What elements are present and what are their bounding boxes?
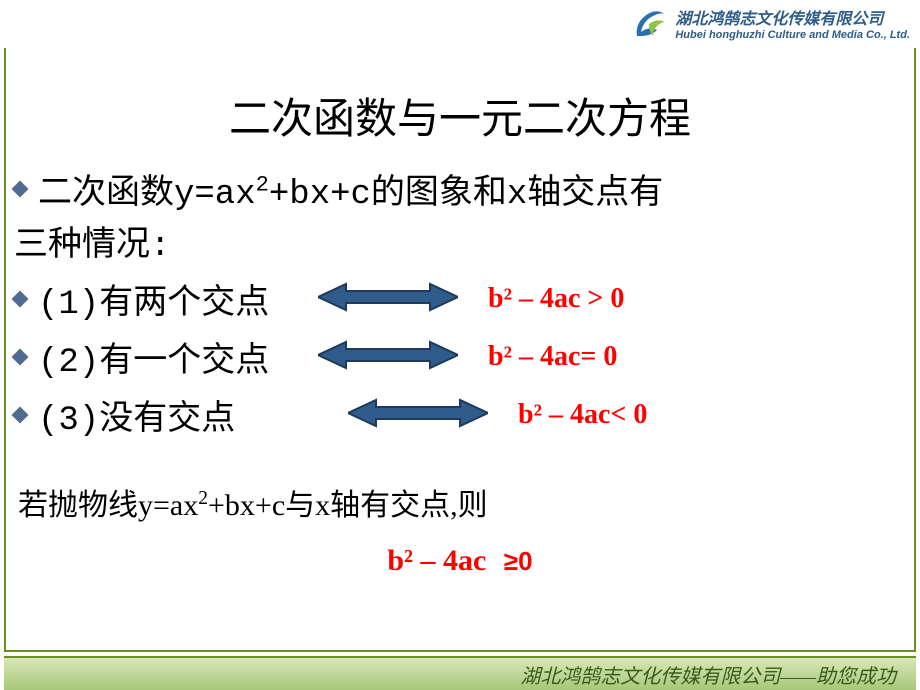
company-name-cn: 湖北鸿鹄志文化传媒有限公司 [675, 11, 910, 29]
case-condition: b² – 4ac > 0 [488, 283, 624, 315]
intro-text-2: 三种情况: [14, 216, 170, 266]
intro-text-1: 二次函数y=ax2+bx+c的图象和x轴交点有 [38, 164, 663, 214]
bottom-rel: ≥0 [504, 546, 533, 576]
case-row-3: (3)没有交点 b² – 4ac< 0 [14, 390, 912, 440]
case-label: (1)有两个交点 [38, 274, 298, 324]
bullet-icon [12, 291, 29, 308]
double-arrow-icon [318, 340, 458, 375]
header-bar: 湖北鸿鹄志文化传媒有限公司 Hubei honghuzhi Culture an… [4, 4, 916, 48]
summary-suffix: +bx+c与x轴有交点,则 [208, 489, 488, 522]
intro-line-2: 三种情况: [14, 216, 912, 266]
intro-line-1: 二次函数y=ax2+bx+c的图象和x轴交点有 [14, 164, 912, 214]
summary-line: 若抛物线y=ax2+bx+c与x轴有交点,则 [18, 480, 912, 524]
company-logo-icon [631, 6, 671, 46]
summary-prefix: 若抛物线y=ax [18, 489, 198, 522]
double-arrow-icon [348, 398, 488, 433]
double-arrow-icon [318, 282, 458, 317]
case-label: (2)有一个交点 [38, 332, 298, 382]
slide-title: 二次函数与一元二次方程 [8, 85, 912, 146]
bottom-condition: b² – 4ac ≥0 [8, 544, 912, 578]
bottom-expr: b² – 4ac [387, 544, 486, 577]
intro-prefix: 二次函数y=ax [38, 176, 256, 214]
bullet-icon [12, 407, 29, 424]
case-condition: b² – 4ac< 0 [518, 399, 647, 431]
bullet-icon [12, 349, 29, 366]
bullet-icon [12, 181, 29, 198]
footer-bar: 湖北鸿鹄志文化传媒有限公司——助您成功 [4, 656, 916, 690]
case-label: (3)没有交点 [38, 390, 298, 440]
intro-suffix: +bx+c的图象和x轴交点有 [269, 176, 663, 214]
company-name-en: Hubei honghuzhi Culture and Media Co., L… [675, 29, 910, 41]
footer-text: 湖北鸿鹄志文化传媒有限公司——助您成功 [520, 660, 896, 689]
company-name: 湖北鸿鹄志文化传媒有限公司 Hubei honghuzhi Culture an… [675, 11, 910, 41]
case-row-2: (2)有一个交点 b² – 4ac= 0 [14, 332, 912, 382]
case-row-1: (1)有两个交点 b² – 4ac > 0 [14, 274, 912, 324]
slide-content: 二次函数与一元二次方程 二次函数y=ax2+bx+c的图象和x轴交点有 三种情况… [8, 50, 912, 578]
case-condition: b² – 4ac= 0 [488, 341, 617, 373]
